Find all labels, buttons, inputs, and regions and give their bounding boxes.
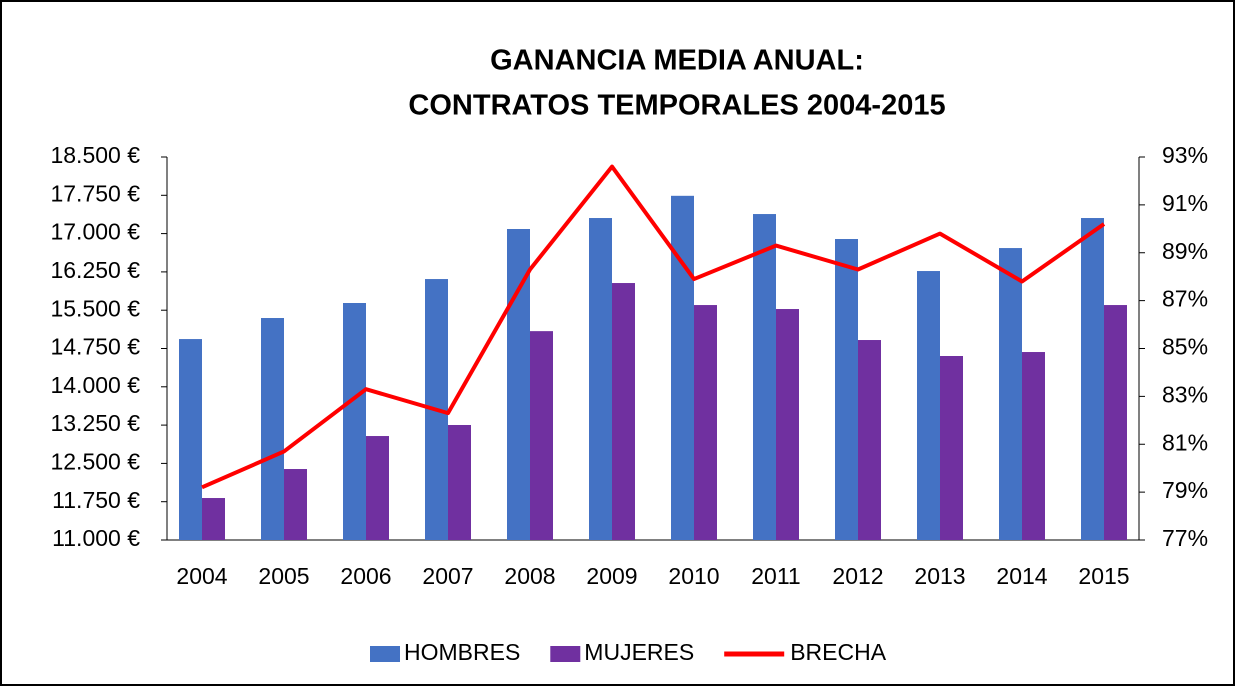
x-tick-label: 2012 [832, 563, 883, 589]
y-tick-label: 16.250 € [50, 257, 140, 283]
bar [261, 318, 284, 540]
bar [343, 302, 366, 540]
y2-tick-label: 85% [1162, 334, 1208, 360]
bar [448, 424, 471, 540]
y2-tick-label: 77% [1162, 525, 1208, 551]
y2-tick-label: 81% [1162, 429, 1208, 455]
x-tick-label: 2011 [751, 563, 800, 589]
bar [589, 218, 612, 541]
y-tick-label: 17.000 € [50, 219, 140, 245]
x-tick-label: 2008 [504, 563, 555, 589]
bar [858, 340, 881, 540]
bar [366, 436, 389, 540]
bar [284, 469, 307, 540]
x-tick-label: 2014 [996, 563, 1047, 589]
legend-label: HOMBRES [404, 639, 520, 665]
y-tick-label: 15.500 € [50, 295, 140, 321]
legend-label: BRECHA [790, 639, 887, 665]
bar [671, 195, 694, 540]
y-tick-label: 17.750 € [50, 180, 140, 206]
bar [940, 356, 963, 540]
bar [917, 271, 940, 540]
y-tick-label: 14.750 € [50, 334, 140, 360]
chart-title: GANANCIA MEDIA ANUAL: [490, 45, 864, 77]
bar [612, 283, 635, 540]
chart-title: CONTRATOS TEMPORALES 2004-2015 [408, 90, 945, 122]
x-tick-label: 2013 [914, 563, 965, 589]
y-tick-label: 11.750 € [52, 487, 140, 513]
y2-tick-label: 79% [1162, 477, 1208, 503]
legend-swatch [370, 646, 400, 662]
bar [694, 305, 717, 540]
bar [1081, 218, 1104, 541]
bar [202, 498, 225, 540]
y-tick-label: 14.000 € [50, 372, 140, 398]
x-tick-label: 2005 [258, 563, 309, 589]
legend-swatch [550, 646, 581, 662]
line-series [201, 164, 1106, 490]
y2-tick-label: 87% [1162, 286, 1208, 312]
x-tick-label: 2007 [422, 563, 473, 589]
bar [507, 229, 530, 540]
legend-label: MUJERES [584, 639, 694, 665]
y2-tick-label: 83% [1162, 381, 1208, 407]
bar [179, 339, 202, 540]
x-tick-label: 2004 [176, 563, 227, 589]
x-tick-label: 2010 [668, 563, 719, 589]
y-tick-label: 11.000 € [52, 525, 140, 551]
bar [1022, 352, 1045, 540]
x-tick-label: 2015 [1078, 563, 1129, 589]
bar [530, 331, 553, 540]
y-tick-label: 12.500 € [50, 448, 140, 474]
x-tick-label: 2006 [340, 563, 391, 589]
y2-tick-label: 89% [1162, 238, 1208, 264]
y2-tick-label: 91% [1162, 190, 1208, 216]
y-tick-label: 13.250 € [50, 410, 140, 436]
x-tick-label: 2009 [586, 563, 637, 589]
bar [835, 239, 858, 540]
y-tick-label: 18.500 € [50, 142, 140, 168]
bar [753, 214, 776, 540]
bar [999, 248, 1022, 540]
bar [1104, 305, 1127, 540]
bar [776, 309, 799, 540]
y2-tick-label: 93% [1162, 142, 1208, 168]
